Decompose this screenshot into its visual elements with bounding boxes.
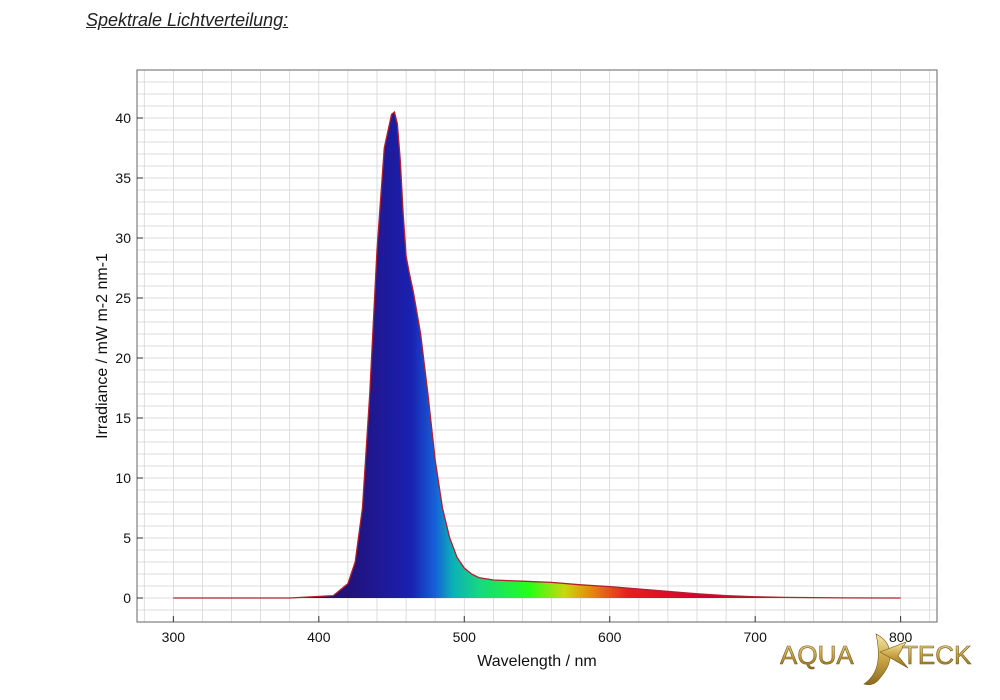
y-axis-label: Irradiance / mW m-2 nm-1 <box>94 253 111 439</box>
logo-fin-icon <box>879 641 909 669</box>
x-axis-label: Wavelength / nm <box>477 653 596 670</box>
x-tick-label: 400 <box>307 629 331 645</box>
y-tick-label: 35 <box>115 170 131 186</box>
x-tick-label: 300 <box>162 629 186 645</box>
x-tick-label: 600 <box>598 629 622 645</box>
y-tick-label: 15 <box>115 410 131 426</box>
y-tick-label: 30 <box>115 230 131 246</box>
grid <box>137 70 937 622</box>
y-tick-label: 5 <box>123 530 131 546</box>
plot-frame <box>136 69 938 623</box>
y-tick-label: 40 <box>115 110 131 126</box>
irradiance-curve <box>173 110 901 599</box>
y-axis-ticks: 0 5 10 15 20 25 30 35 40 <box>115 110 143 606</box>
y-tick-label: 10 <box>115 470 131 486</box>
x-tick-label: 800 <box>889 629 913 645</box>
y-tick-label: 0 <box>123 590 131 606</box>
logo-right-text: TECK <box>902 640 972 670</box>
logo-left-text: AQUA <box>780 640 854 670</box>
y-tick-label: 25 <box>115 290 131 306</box>
x-tick-label: 700 <box>744 629 768 645</box>
logo-fish-icon <box>863 633 891 686</box>
y-tick-label: 20 <box>115 350 131 366</box>
x-axis-ticks: 300 400 500 600 700 800 <box>162 616 913 645</box>
page-heading: Spektrale Lichtverteilung: <box>86 10 289 30</box>
x-tick-label: 500 <box>453 629 477 645</box>
brand-logo: AQUA TECK <box>780 633 972 686</box>
